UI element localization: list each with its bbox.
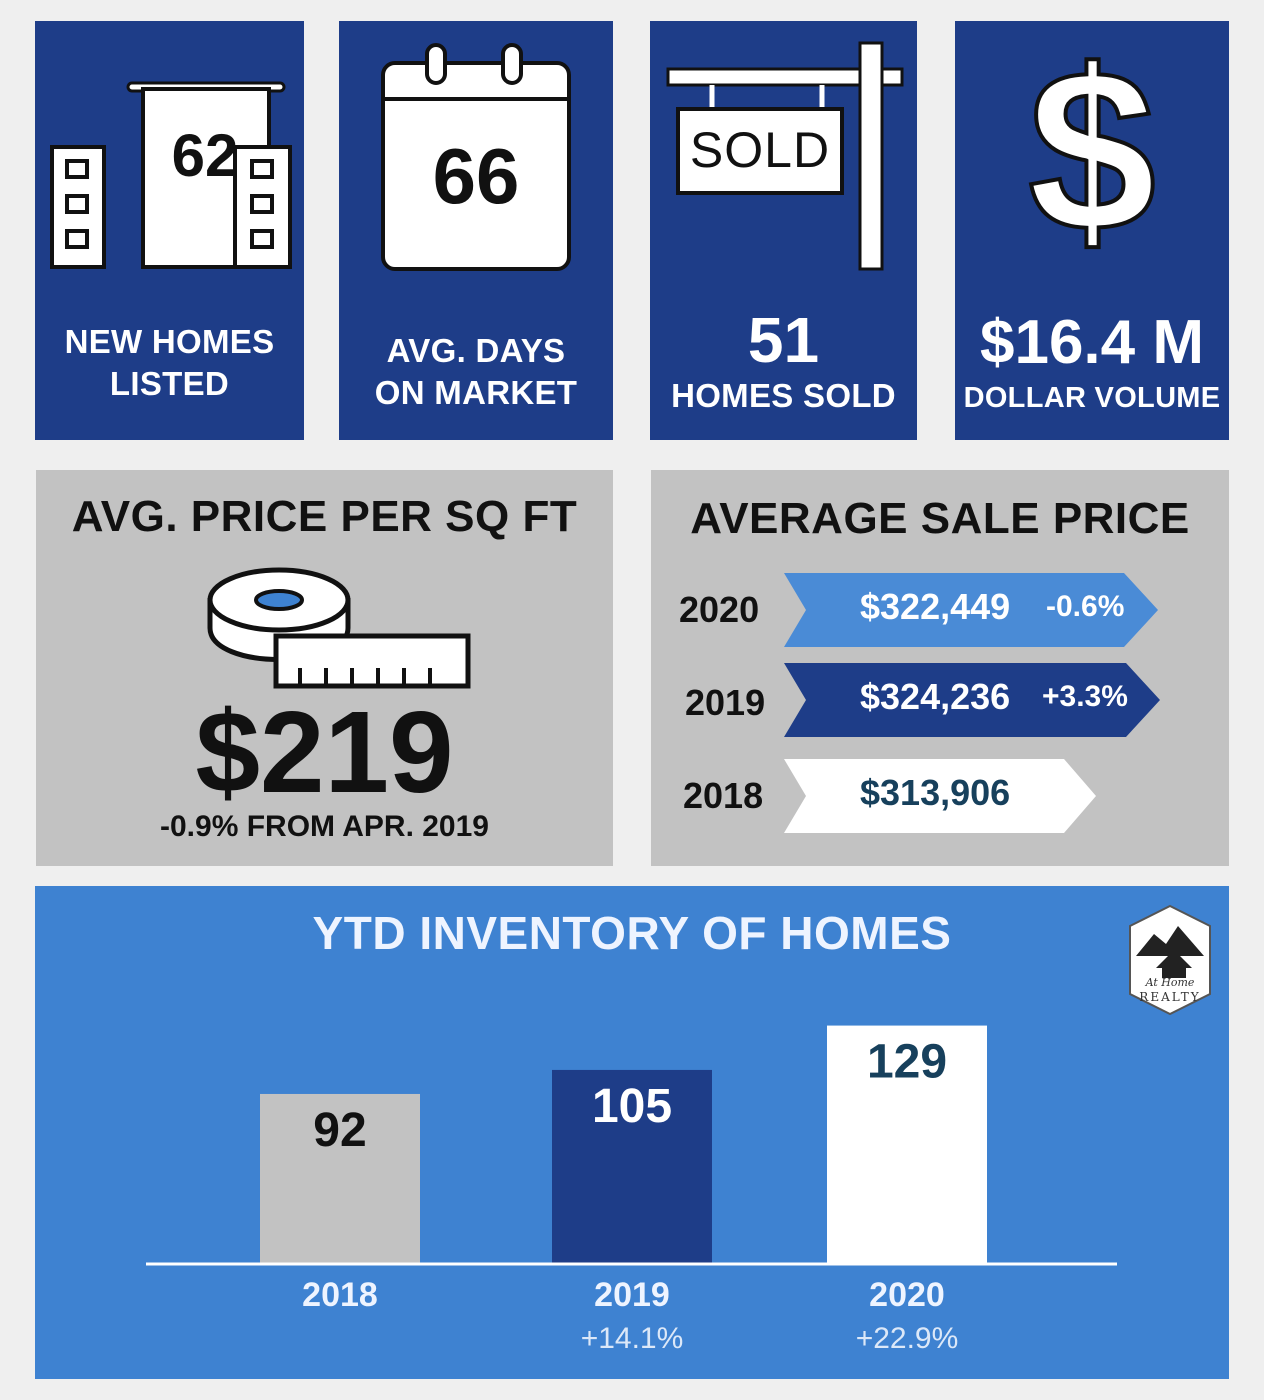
sale-price-row-2020: $322,449 -0.6% bbox=[784, 573, 1160, 647]
x-tick-label-2020: 2020 bbox=[869, 1276, 945, 1314]
bar-2018 bbox=[260, 1093, 420, 1264]
homes-sold-value: 51 bbox=[747, 304, 820, 376]
sale-price-row-2019: $324,236 +3.3% bbox=[784, 663, 1162, 737]
days-on-market-label-line1: AVG. DAYS bbox=[386, 332, 566, 369]
new-homes-label-line2: LISTED bbox=[109, 365, 230, 402]
tape-measure-icon bbox=[207, 567, 471, 689]
x-tick-label-2019: 2019 bbox=[594, 1276, 670, 1314]
price-per-sqft-title: AVG. PRICE PER SQ FT bbox=[71, 492, 578, 541]
x-tick-label-2018: 2018 bbox=[302, 1276, 378, 1314]
change-label-2020: +22.9% bbox=[856, 1322, 959, 1355]
sale-price-2020: $322,449 bbox=[860, 586, 1011, 627]
chart-title: YTD INVENTORY OF HOMES bbox=[312, 907, 952, 959]
sale-price-row-2018: $313,906 bbox=[784, 759, 1098, 833]
dollar-volume-tile: $ $16.4 M DOLLAR VOLUME bbox=[955, 21, 1229, 440]
price-per-sqft-value: $219 bbox=[195, 687, 454, 817]
mountain-house-icon bbox=[1129, 904, 1211, 1016]
dollar-volume-value: $16.4 M bbox=[979, 308, 1205, 377]
dollar-sign-icon: $ bbox=[1026, 22, 1158, 279]
sold-sign-icon bbox=[666, 41, 904, 271]
bar-2019 bbox=[552, 1069, 712, 1264]
calendar-icon bbox=[381, 43, 571, 271]
sale-change-2020: -0.6% bbox=[1046, 590, 1125, 623]
homes-sold-tile: SOLD 51 HOMES SOLD bbox=[650, 21, 917, 440]
sale-change-2019: +3.3% bbox=[1042, 680, 1128, 713]
building-icon bbox=[50, 81, 292, 269]
sale-year-2019: 2019 bbox=[685, 682, 766, 723]
avg-sale-price-panel: AVERAGE SALE PRICE 2020 $322,449 -0.6% 2… bbox=[651, 470, 1229, 866]
price-per-sqft-change: -0.9% FROM APR. 2019 bbox=[160, 810, 489, 843]
days-on-market-label-line2: ON MARKET bbox=[374, 374, 578, 411]
change-label-2019: +14.1% bbox=[581, 1322, 684, 1355]
price-per-sqft-panel: AVG. PRICE PER SQ FT $219 -0.9% FROM APR… bbox=[36, 470, 613, 866]
avg-sale-price-title: AVERAGE SALE PRICE bbox=[690, 494, 1190, 543]
company-logo: At Home REALTY bbox=[1126, 904, 1214, 1016]
homes-sold-label: HOMES SOLD bbox=[671, 377, 896, 414]
sold-sign-text: SOLD bbox=[689, 122, 831, 178]
new-homes-value: 62 bbox=[171, 122, 239, 189]
days-on-market-tile: 66 AVG. DAYS ON MARKET bbox=[339, 21, 613, 440]
bar-value-label-2019: 105 bbox=[592, 1080, 672, 1133]
sale-year-2018: 2018 bbox=[683, 775, 764, 816]
dollar-volume-label: DOLLAR VOLUME bbox=[963, 382, 1221, 414]
bar-value-label-2020: 129 bbox=[867, 1036, 947, 1089]
days-on-market-value: 66 bbox=[432, 132, 520, 220]
sale-price-2018: $313,906 bbox=[860, 772, 1011, 813]
logo-line2: REALTY bbox=[1139, 990, 1201, 1004]
ytd-inventory-panel: YTD INVENTORY OF HOMES At Home REALTY 92… bbox=[35, 886, 1229, 1379]
logo-line1: At Home bbox=[1145, 976, 1195, 989]
sale-year-2020: 2020 bbox=[679, 589, 760, 630]
sale-price-2019: $324,236 bbox=[860, 676, 1011, 717]
bar-value-label-2018: 92 bbox=[313, 1104, 366, 1157]
ytd-inventory-chart: 92 2018 105 2019 +14.1% 129 2020 +22.9% bbox=[146, 1025, 1117, 1355]
bar-2020 bbox=[827, 1025, 987, 1264]
new-homes-tile: 62 NEW HOMES LISTED bbox=[35, 21, 304, 440]
new-homes-label-line1: NEW HOMES bbox=[64, 323, 275, 360]
